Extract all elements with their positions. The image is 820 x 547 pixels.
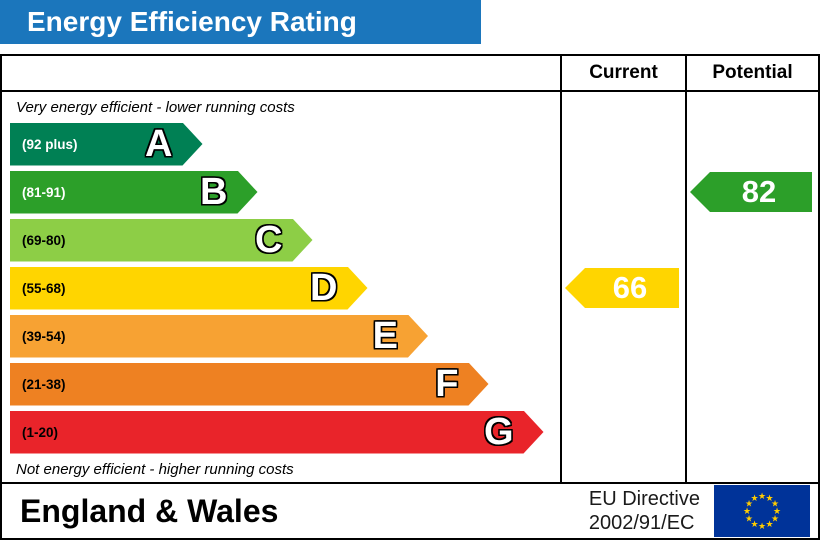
potential-column-header: Potential [685, 56, 818, 90]
column-header-row: Current Potential [2, 56, 818, 92]
eu-directive-line2: 2002/91/EC [588, 512, 695, 534]
svg-text:★: ★ [745, 500, 753, 510]
band-row: (55-68) D [10, 264, 560, 312]
band-chart-area: Very energy efficient - lower running co… [2, 92, 560, 482]
band-b-arrow: (81-91) B [10, 171, 258, 214]
band-letter: E [372, 315, 398, 357]
band-row: (81-91) B [10, 168, 560, 216]
potential-rating-value: 82 [741, 174, 777, 209]
current-rating-value: 66 [612, 270, 648, 305]
current-rating-column: 66 [560, 92, 685, 482]
band-range-label: (92 plus) [22, 136, 78, 152]
svg-text:★: ★ [745, 515, 753, 525]
potential-rating-column: 82 [685, 92, 818, 482]
epc-chart-frame: Current Potential Very energy efficient … [0, 54, 820, 540]
band-range-label: (1-20) [22, 424, 59, 440]
footer-row: England & Wales EU Directive 2002/91/EC … [2, 482, 818, 538]
band-e-arrow: (39-54) E [10, 315, 428, 358]
band-d-arrow: (55-68) D [10, 267, 368, 310]
top-scale-label: Very energy efficient - lower running co… [16, 98, 295, 116]
band-range-label: (21-38) [22, 376, 66, 392]
band-list: (92 plus) A (81-91) B (69-80) C [10, 120, 560, 456]
band-letter: A [145, 123, 173, 165]
svg-text:★: ★ [765, 520, 773, 530]
band-row: (92 plus) A [10, 120, 560, 168]
band-letter: B [200, 171, 228, 213]
svg-text:★: ★ [773, 507, 781, 517]
svg-text:★: ★ [750, 494, 758, 504]
svg-text:★: ★ [750, 520, 758, 530]
band-a-arrow: (92 plus) A [10, 123, 203, 166]
band-row: (21-38) F [10, 360, 560, 408]
band-letter: D [310, 267, 338, 309]
band-g-arrow: (1-20) G [10, 411, 544, 454]
current-column-header: Current [560, 56, 685, 90]
bottom-scale-label: Not energy efficient - higher running co… [16, 460, 294, 478]
band-range-label: (69-80) [22, 232, 66, 248]
band-letter: C [255, 219, 283, 261]
svg-text:★: ★ [758, 492, 766, 502]
band-range-label: (55-68) [22, 280, 66, 296]
eu-directive-line1: EU Directive [588, 488, 700, 510]
potential-rating-marker: 82 [690, 172, 812, 212]
band-row: (39-54) E [10, 312, 560, 360]
chart-header-spacer [2, 56, 560, 90]
region-label: England & Wales [20, 492, 279, 529]
band-range-label: (81-91) [22, 184, 66, 200]
page-title: Energy Efficiency Rating [27, 6, 357, 37]
svg-text:★: ★ [771, 515, 779, 525]
band-letter: F [435, 363, 459, 405]
chart-body-row: Very energy efficient - lower running co… [2, 92, 818, 482]
band-row: (1-20) G [10, 408, 560, 456]
eu-flag-icon: ★ ★ ★ ★ ★ ★ ★ ★ ★ ★ ★ ★ [714, 485, 810, 537]
band-row: (69-80) C [10, 216, 560, 264]
band-f-arrow: (21-38) F [10, 363, 489, 406]
svg-text:★: ★ [765, 494, 773, 504]
band-range-label: (39-54) [22, 328, 66, 344]
band-c-arrow: (69-80) C [10, 219, 313, 262]
current-rating-marker: 66 [565, 268, 679, 308]
title-bar: Energy Efficiency Rating [0, 0, 481, 44]
svg-text:★: ★ [743, 507, 751, 517]
band-letter: G [483, 411, 514, 453]
svg-text:★: ★ [758, 522, 766, 532]
eu-directive-label: EU Directive 2002/91/EC [589, 487, 700, 535]
svg-text:★: ★ [771, 500, 779, 510]
